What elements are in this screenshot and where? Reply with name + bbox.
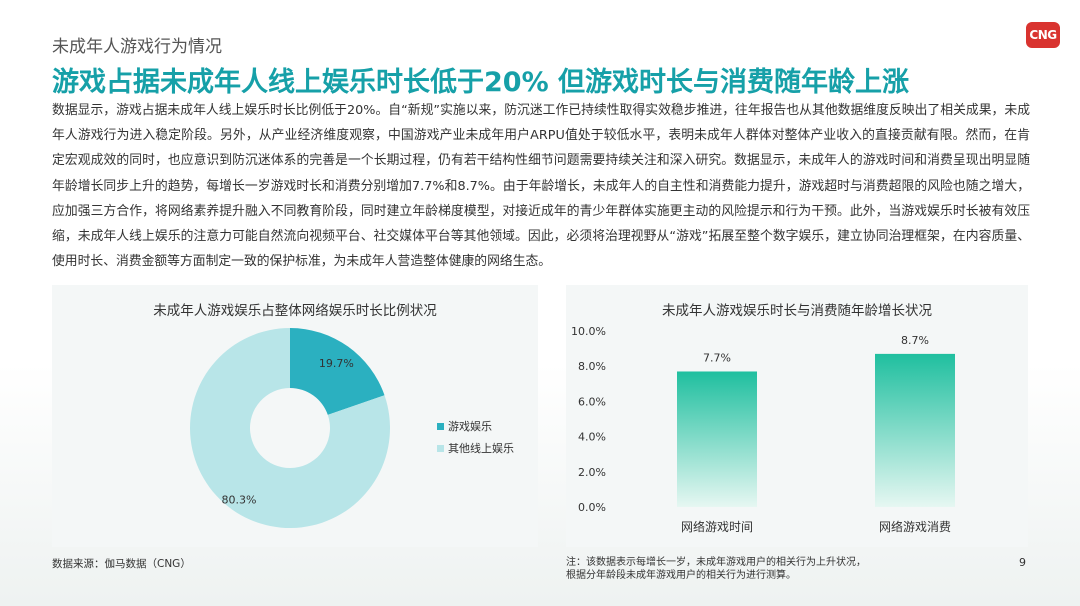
body-paragraph: 数据显示，游戏占据未成年人线上娱乐时长比例低于20%。自“新规”实施以来，防沉迷… <box>52 103 1030 270</box>
donut-chart: 19.7% 80.3% <box>190 328 390 528</box>
donut-slice-0 <box>290 328 385 415</box>
donut-chart-title: 未成年人游戏娱乐占整体网络娱乐时长比例状况 <box>153 303 437 319</box>
donut-chart-panel: 未成年人游戏娱乐占整体网络娱乐时长比例状况 19.7% 80.3% 游戏娱乐 其他… <box>52 285 538 547</box>
cng-logo: CNG <box>1026 22 1060 48</box>
donut-legend: 游戏娱乐 其他线上娱乐 <box>437 415 514 459</box>
page-headline: 游戏占据未成年人线上娱乐时长低于20% 但游戏时长与消费随年龄上涨 <box>52 67 910 98</box>
bar-1 <box>875 353 955 507</box>
y-tick-label-0: 0.0% <box>578 501 606 514</box>
y-tick-label-5: 10.0% <box>571 325 606 338</box>
y-tick-label-3: 6.0% <box>578 395 606 408</box>
section-label: 未成年人游戏行为情况 <box>52 37 222 57</box>
donut-slice-1 <box>190 328 390 528</box>
footnote-line-2: 根据分年龄段未成年游戏用户的相关行为进行测算。 <box>566 570 796 581</box>
x-category-label-1: 网络游戏消费 <box>879 519 951 534</box>
x-category-label-0: 网络游戏时间 <box>681 519 753 534</box>
donut-value-label-0: 19.7% <box>319 357 354 370</box>
data-source: 数据来源：伽马数据（CNG） <box>52 558 191 570</box>
bar-value-label-0: 7.7% <box>703 351 731 364</box>
bar-chart-title: 未成年人游戏娱乐时长与消费随年龄增长状况 <box>662 303 932 319</box>
legend-swatch-other <box>437 444 444 452</box>
legend-item-other: 其他线上娱乐 <box>437 437 514 459</box>
page-number: 9 <box>1019 556 1026 569</box>
y-tick-label-2: 4.0% <box>578 431 606 444</box>
bar-chart-panel: 未成年人游戏娱乐时长与消费随年龄增长状况 0.0% 2.0% 4.0% 6.0% 8.0… <box>566 285 1028 547</box>
y-tick-label-4: 8.0% <box>578 360 606 373</box>
legend-label-game: 游戏娱乐 <box>448 420 492 433</box>
footnote-line-1: 注：该数据表示每增长一岁，未成年游戏用户的相关行为上升状况， <box>566 557 866 568</box>
y-tick-label-1: 2.0% <box>578 466 606 479</box>
donut-value-label-1: 80.3% <box>221 494 256 507</box>
legend-item-game: 游戏娱乐 <box>437 415 514 437</box>
footnote: 注：该数据表示每增长一岁，未成年游戏用户的相关行为上升状况， 根据分年龄段未成年… <box>566 556 866 582</box>
bar-chart: 0.0% 2.0% 4.0% 6.0% 8.0% 10.0% 7.7% 网络游戏时间 8.7% 网… <box>571 325 955 534</box>
legend-label-other: 其他线上娱乐 <box>448 442 514 455</box>
bar-value-label-1: 8.7% <box>901 334 929 347</box>
bar-0 <box>677 371 757 507</box>
legend-swatch-game <box>437 422 444 430</box>
